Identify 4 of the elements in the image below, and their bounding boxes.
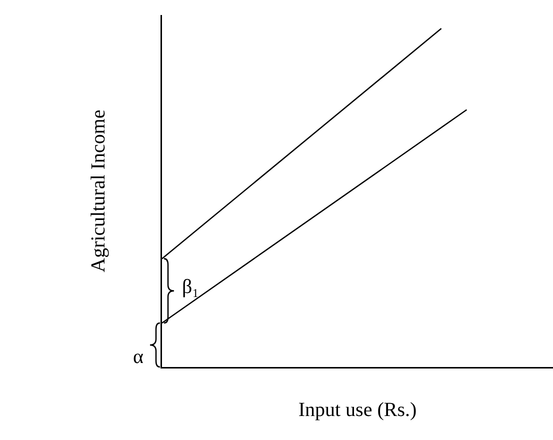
annotation: β₁	[182, 276, 200, 298]
text: α	[133, 346, 144, 368]
x-axis-title: Input use (Rs.)	[298, 398, 417, 421]
y-axis-title: Agricultural Income	[87, 110, 110, 272]
